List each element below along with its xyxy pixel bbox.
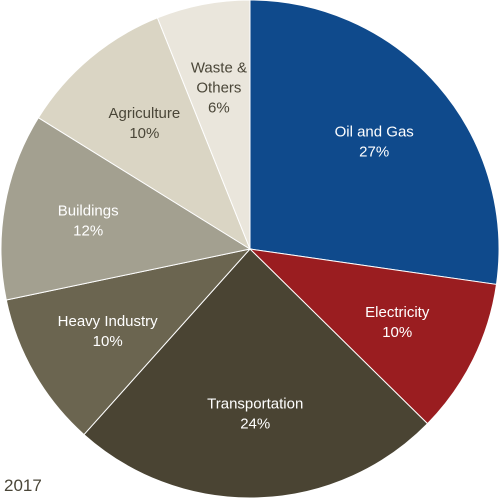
year-label: 2017	[4, 476, 42, 495]
slice-value-buildings: 12%	[73, 222, 103, 239]
slice-transportation	[83, 248, 429, 499]
slice-label-waste-others-1: Waste &	[191, 60, 247, 77]
slice-value-agriculture: 10%	[129, 125, 159, 142]
slice-label-buildings: Buildings	[58, 202, 119, 219]
slice-label-transportation: Transportation	[207, 395, 303, 412]
slice-value-transportation: 24%	[240, 415, 270, 432]
slice-value-oil-and-gas: 27%	[359, 143, 389, 160]
slice-label-waste-others-2: Others	[196, 80, 241, 97]
slice-electricity	[248, 248, 498, 425]
slice-value-heavy-industry: 10%	[93, 333, 123, 350]
slice-oil-and-gas	[249, 0, 500, 286]
slice-value-waste-others: 6%	[208, 100, 230, 117]
slice-label-oil-and-gas: Oil and Gas	[335, 123, 414, 140]
slice-heavy-industry	[5, 248, 252, 436]
slice-agriculture	[37, 17, 252, 251]
pie-labels: Oil and Gas 27% Electricity 10% Transportati…	[58, 60, 430, 433]
slice-value-electricity: 10%	[382, 324, 412, 341]
slice-label-electricity: Electricity	[365, 304, 430, 321]
slice-label-agriculture: Agriculture	[109, 105, 181, 122]
slice-buildings	[0, 117, 252, 301]
slice-label-heavy-industry: Heavy Industry	[58, 313, 159, 330]
slice-waste-others	[156, 0, 251, 250]
